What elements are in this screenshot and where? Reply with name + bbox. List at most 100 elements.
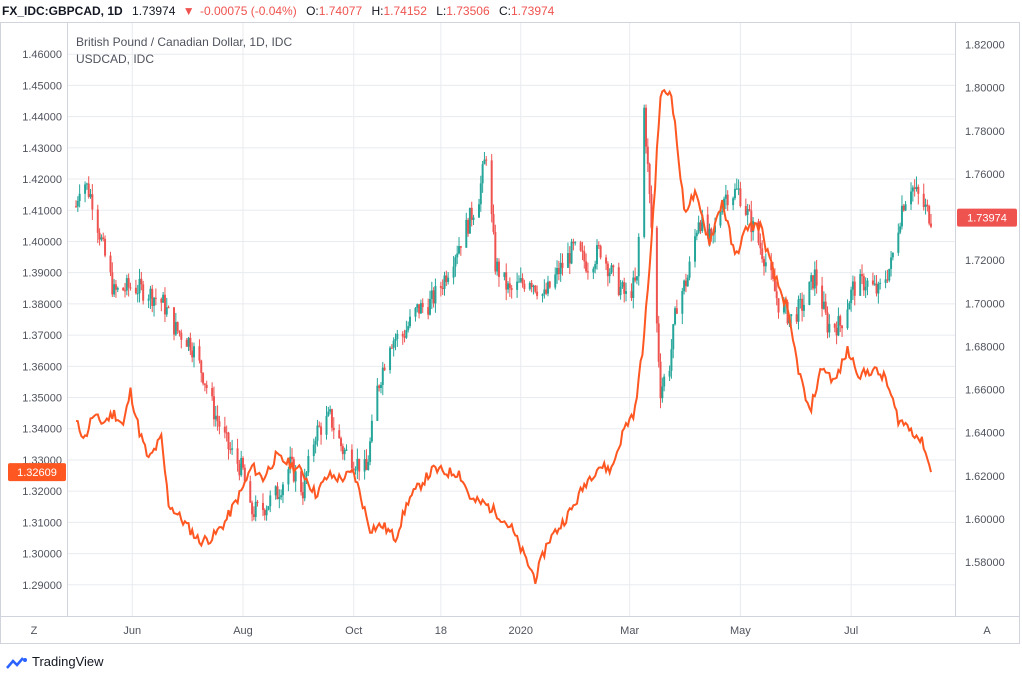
candle-body xyxy=(699,222,702,231)
candle-body xyxy=(733,188,736,199)
candle-body xyxy=(153,297,156,306)
candle-body xyxy=(238,463,241,476)
auto-scale-button[interactable]: A xyxy=(983,625,991,637)
candle-body xyxy=(610,265,613,273)
candle-body xyxy=(764,262,767,267)
candle-body xyxy=(612,265,615,268)
candle-body xyxy=(668,370,671,377)
candle-body xyxy=(846,309,849,329)
candle-body xyxy=(383,367,386,371)
candle-body xyxy=(735,188,738,190)
candle-body xyxy=(218,421,221,427)
candle-body xyxy=(866,280,869,287)
candle-body xyxy=(303,476,306,499)
candle-body xyxy=(492,214,495,232)
low-label: L: xyxy=(436,4,447,18)
candle-body xyxy=(583,251,586,262)
candle-body xyxy=(799,298,802,300)
candle-body xyxy=(287,469,290,485)
candle-body xyxy=(454,257,457,267)
candle-body xyxy=(178,330,181,333)
candle-body xyxy=(291,456,294,460)
candle-body xyxy=(316,425,319,441)
candle-body xyxy=(390,347,393,349)
candle-body xyxy=(89,194,92,197)
candle-body xyxy=(519,278,522,282)
gbpcad-last-badge: 1.73974 xyxy=(957,208,1017,227)
time-axis-tick-label: Oct xyxy=(345,625,362,637)
candle-body xyxy=(594,264,597,269)
candle-body xyxy=(871,280,874,285)
candle-body xyxy=(746,209,749,215)
candle-body xyxy=(167,307,170,309)
candle-body xyxy=(824,301,827,313)
open-label: O: xyxy=(306,4,319,18)
candle-body xyxy=(114,284,117,290)
candle-body xyxy=(637,236,640,277)
candle-body xyxy=(605,257,608,264)
candle-body xyxy=(472,217,475,220)
symbol-label[interactable]: FX_IDC:GBPCAD, 1D xyxy=(2,4,123,18)
candle-body xyxy=(409,316,412,327)
price-change: -0.00075 (-0.04%) xyxy=(200,4,297,18)
candle-body xyxy=(606,263,609,277)
candle-body xyxy=(659,361,662,399)
open-value: 1.74077 xyxy=(318,4,363,18)
chart-area[interactable]: 1.290001.300001.310001.320001.330001.340… xyxy=(0,22,1020,644)
time-axis[interactable]: Jun Aug Oct 18 2020 Mar May Jul xyxy=(123,625,858,637)
candle-body xyxy=(441,287,444,289)
candle-body xyxy=(773,278,776,292)
candle-body xyxy=(890,257,893,269)
candle-body xyxy=(467,219,470,234)
candle-body xyxy=(256,501,259,503)
candle-body xyxy=(418,304,421,314)
candle-body xyxy=(688,261,691,278)
candle-body xyxy=(84,184,87,194)
candle-body xyxy=(915,186,918,189)
left-axis-tick-label: 1.31000 xyxy=(22,517,62,529)
left-axis-tick-label: 1.30000 xyxy=(22,549,62,561)
timezone-corner-button[interactable]: Z xyxy=(31,625,38,637)
candle-body xyxy=(848,303,851,310)
candle-body xyxy=(579,242,582,251)
candle-body xyxy=(559,262,562,275)
candle-body xyxy=(586,271,589,273)
candle-body xyxy=(163,294,166,315)
candle-body xyxy=(924,204,927,207)
candle-body xyxy=(835,327,838,336)
candle-body xyxy=(683,280,686,292)
left-axis-tick-label: 1.46000 xyxy=(22,49,62,61)
candle-body xyxy=(125,278,128,291)
candle-body xyxy=(523,283,526,290)
candle-body xyxy=(674,308,677,325)
brand-name[interactable]: TradingView xyxy=(32,654,104,669)
candle-body xyxy=(434,285,437,304)
candle-body xyxy=(655,227,658,324)
right-axis-tick-label: 1.78000 xyxy=(965,126,1005,138)
candle-body xyxy=(443,275,446,289)
candle-body xyxy=(278,497,281,500)
candle-body xyxy=(528,283,531,290)
candle-body xyxy=(329,409,332,412)
candle-body xyxy=(875,283,878,294)
candle-body xyxy=(739,188,742,206)
right-axis-tick-label: 1.64000 xyxy=(965,428,1005,440)
candle-body xyxy=(363,459,366,472)
high-value: 1.74152 xyxy=(383,4,427,18)
candle-body xyxy=(770,262,773,271)
candle-body xyxy=(301,492,304,499)
candle-body xyxy=(294,471,297,482)
left-axis-tick-label: 1.43000 xyxy=(22,143,62,155)
candle-body xyxy=(330,409,333,428)
candle-body xyxy=(104,238,107,256)
candle-body xyxy=(913,187,916,189)
candle-body xyxy=(396,333,399,339)
candle-body xyxy=(930,223,932,227)
candle-body xyxy=(891,252,894,258)
candle-body xyxy=(508,283,511,289)
candle-body xyxy=(617,267,620,296)
candle-body xyxy=(332,427,335,431)
candle-body xyxy=(761,248,764,260)
left-price-axis[interactable]: 1.290001.300001.310001.320001.330001.340… xyxy=(22,49,62,592)
candle-body xyxy=(91,194,94,210)
